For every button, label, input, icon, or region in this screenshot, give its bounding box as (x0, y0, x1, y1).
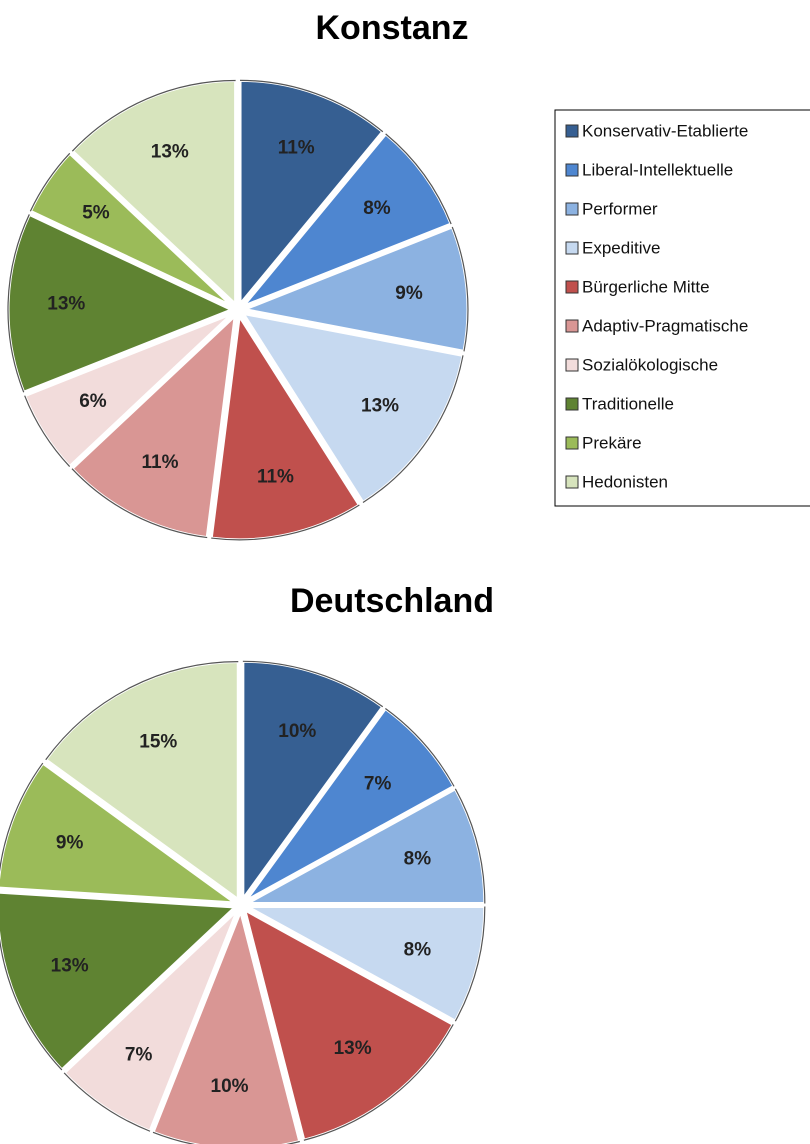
slice-outline (71, 468, 208, 539)
slice-outline (71, 79, 236, 152)
slice-outline (45, 661, 239, 761)
data-label: 11% (142, 452, 179, 473)
legend-swatch (565, 319, 579, 333)
data-label: 8% (363, 198, 391, 219)
slice-outline (454, 788, 486, 904)
data-label: 11% (257, 467, 294, 488)
slice-outline (152, 1131, 300, 1144)
legend-swatch (565, 241, 579, 255)
data-label: 13% (334, 1038, 372, 1059)
data-label: 13% (47, 294, 85, 315)
slice-outline (7, 214, 30, 393)
legend-label: Prekäre (582, 433, 642, 452)
data-label: 7% (125, 1045, 153, 1066)
legend-swatch (565, 280, 579, 294)
slice-outline (0, 762, 44, 873)
data-label: 5% (82, 202, 110, 223)
data-label: 10% (211, 1076, 249, 1097)
legend-swatch (565, 202, 579, 216)
legend-label: Hedonisten (582, 472, 668, 491)
legend-label: Adaptiv-Pragmatische (582, 316, 748, 335)
slice-outline (211, 504, 360, 541)
data-label: 9% (395, 283, 423, 304)
legend-swatch (565, 163, 579, 177)
data-label: 11% (278, 137, 315, 158)
legend-label: Bürgerliche Mitte (582, 277, 710, 296)
slice-outline (303, 1024, 454, 1141)
data-label: 7% (364, 774, 392, 795)
slice-outline (63, 1072, 151, 1132)
slice-outline (385, 708, 455, 787)
chart-title: Konstanz (316, 9, 469, 47)
legend-label: Traditionelle (582, 394, 674, 413)
slice-outline (242, 660, 384, 708)
data-label: 6% (79, 391, 107, 412)
slice-outline (385, 133, 452, 225)
legend-swatch (565, 358, 579, 372)
legend-swatch (565, 397, 579, 411)
data-label: 8% (404, 939, 432, 960)
legend-swatch (565, 124, 579, 138)
data-label: 13% (151, 141, 189, 162)
chart-title: Deutschland (290, 582, 494, 620)
data-label: 15% (139, 732, 177, 753)
legend-label: Performer (582, 199, 658, 218)
data-label: 10% (278, 721, 316, 742)
slice-outline (362, 355, 464, 504)
slice-outline (29, 152, 71, 212)
slice-outline (454, 906, 486, 1022)
slice-outline (451, 226, 469, 352)
slice-outline (240, 79, 384, 133)
data-label: 13% (361, 396, 399, 417)
slice-outline (0, 937, 63, 1071)
legend-box (554, 109, 810, 507)
data-label: 13% (51, 956, 89, 977)
slice-outline (24, 395, 71, 467)
legend-swatch (565, 475, 579, 489)
data-label: 9% (56, 832, 84, 853)
legend-label: Konservativ-Etablierte (582, 121, 748, 140)
legend-swatch (565, 436, 579, 450)
legend-label: Expeditive (582, 238, 660, 257)
data-label: 8% (404, 849, 432, 870)
legend-label: Liberal-Intellektuelle (582, 160, 733, 179)
legend-label: Sozialökologische (582, 355, 718, 374)
